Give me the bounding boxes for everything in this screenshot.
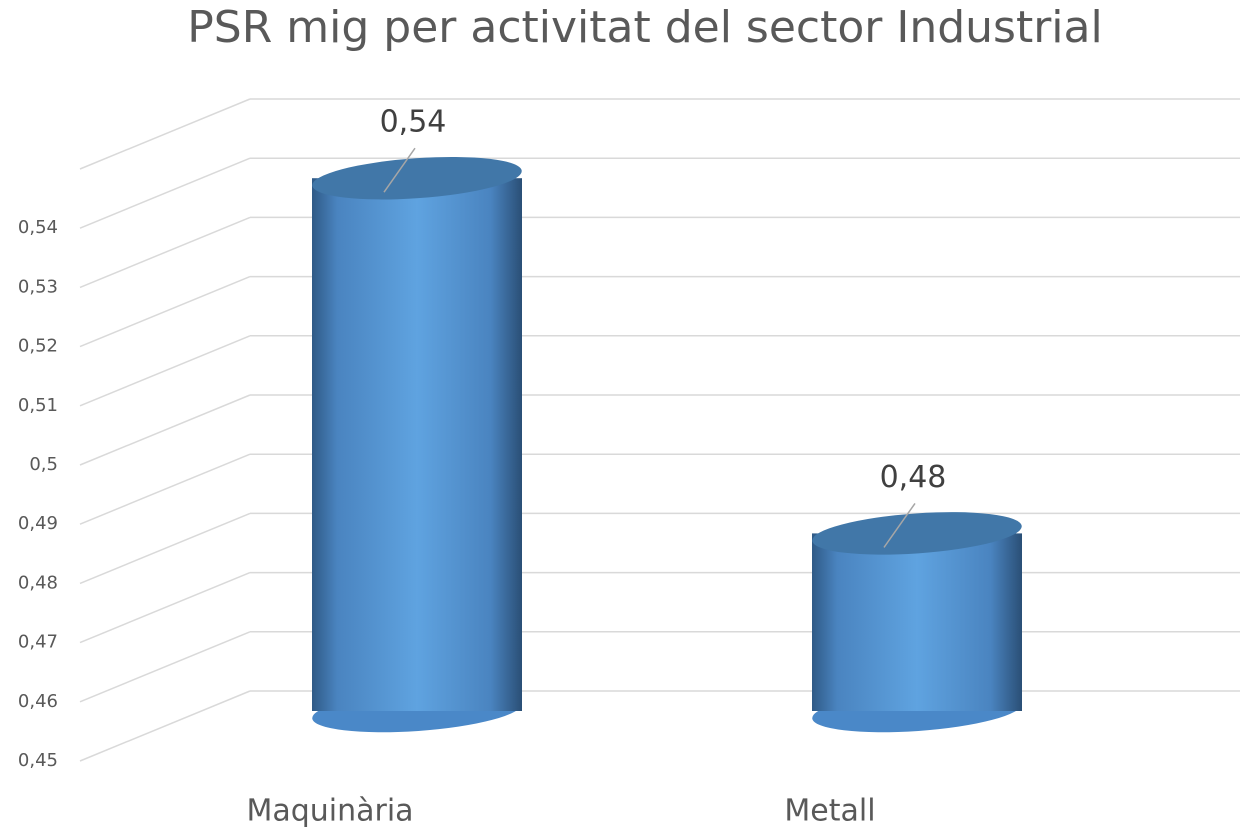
grid-line bbox=[79, 690, 251, 762]
bar-top bbox=[312, 156, 522, 200]
bar-top bbox=[812, 512, 1022, 555]
grid-line bbox=[79, 335, 251, 407]
x-tick-label: Metall bbox=[784, 794, 875, 829]
y-tick-label: 0,45 bbox=[18, 750, 58, 771]
value-label: 0,54 bbox=[380, 105, 447, 140]
value-label: 0,48 bbox=[880, 460, 947, 495]
chart-title: PSR mig per activitat del sector Industr… bbox=[187, 2, 1102, 53]
grid-line bbox=[79, 631, 251, 703]
grid-line bbox=[79, 216, 251, 289]
grid-line bbox=[79, 512, 251, 585]
grid-line bbox=[79, 394, 251, 466]
y-tick-label: 0,47 bbox=[18, 632, 58, 653]
x-tick-label: Maquinària bbox=[246, 794, 413, 829]
y-tick-label: 0,51 bbox=[18, 395, 58, 416]
bar bbox=[312, 178, 522, 711]
y-tick-label: 0,52 bbox=[18, 336, 58, 357]
grid-line bbox=[79, 275, 251, 348]
leader-line bbox=[883, 502, 916, 548]
bar bbox=[812, 533, 1022, 711]
y-tick-label: 0,54 bbox=[18, 217, 58, 238]
bar bbox=[812, 512, 1022, 733]
grid-line bbox=[79, 98, 251, 170]
grid-line bbox=[79, 157, 251, 229]
grid-line bbox=[79, 571, 251, 644]
y-tick-label: 0,49 bbox=[18, 513, 58, 534]
grid-line bbox=[79, 453, 251, 525]
y-tick-label: 0,48 bbox=[18, 572, 58, 593]
bar bbox=[312, 156, 522, 733]
y-tick-label: 0,5 bbox=[29, 454, 58, 475]
leader-line bbox=[383, 147, 416, 193]
y-tick-label: 0,46 bbox=[18, 691, 58, 712]
y-tick-label: 0,53 bbox=[18, 276, 58, 297]
